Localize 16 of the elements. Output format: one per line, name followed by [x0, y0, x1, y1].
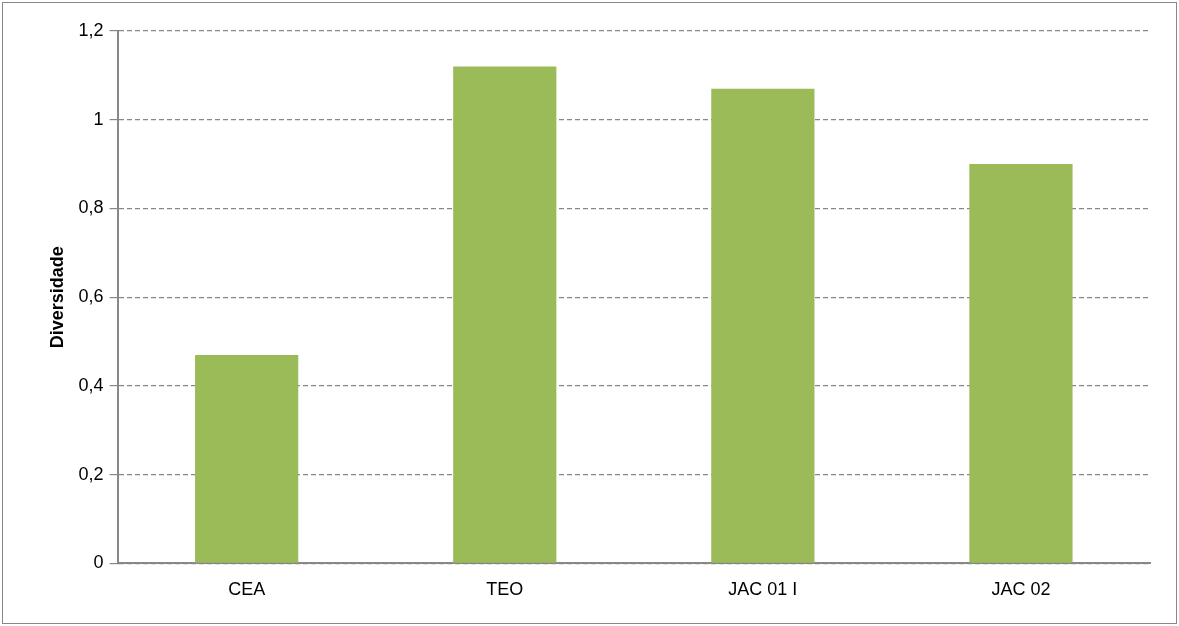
bar	[195, 354, 299, 563]
y-axis-title: Diversidade	[46, 246, 67, 349]
x-tick-label: JAC 01 I	[728, 579, 798, 600]
bar	[969, 164, 1073, 563]
y-tick-label: 0,2	[78, 463, 104, 484]
y-tick-label: 0,6	[78, 286, 104, 307]
x-tick-label: JAC 02	[991, 579, 1051, 600]
y-tick-label: 1,2	[78, 19, 104, 40]
y-tick-label: 0	[93, 552, 104, 573]
bar	[453, 66, 557, 563]
y-tick-label: 1	[93, 108, 104, 129]
y-tick-label: 0,4	[78, 374, 104, 395]
x-tick-label: CEA	[228, 579, 266, 600]
bar	[711, 88, 815, 563]
y-tick-label: 0,8	[78, 197, 104, 218]
x-tick-label: TEO	[486, 579, 524, 600]
